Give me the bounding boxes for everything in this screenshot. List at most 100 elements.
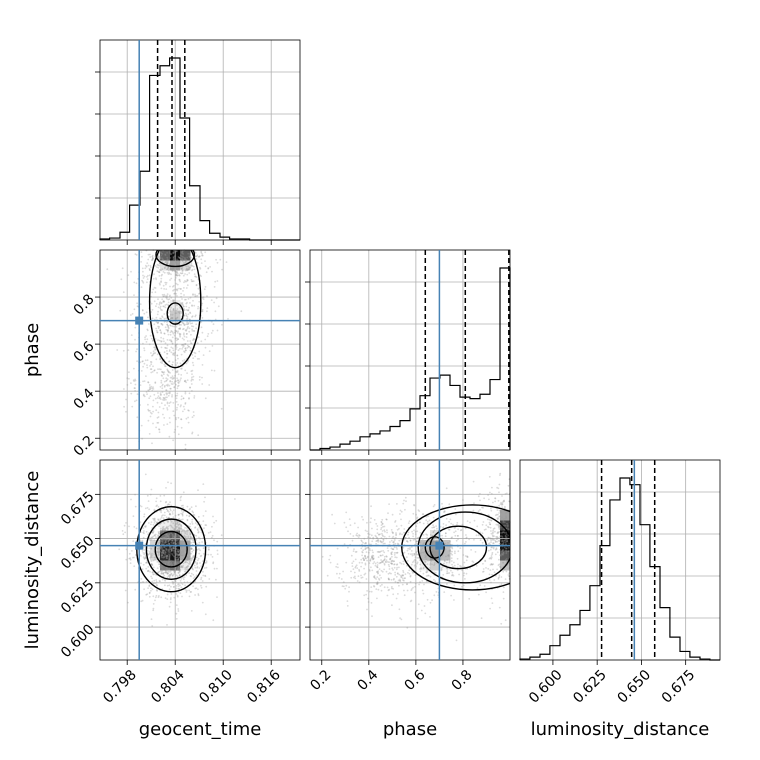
scatter-point	[368, 570, 371, 572]
scatter-point	[193, 273, 196, 275]
scatter-point	[178, 528, 181, 531]
scatter-point	[494, 497, 496, 499]
scatter-point	[176, 406, 178, 409]
scatter-point	[150, 563, 153, 566]
scatter-point	[169, 562, 172, 565]
scatter-point	[173, 354, 176, 357]
x-tick-label: 0.600	[526, 667, 566, 707]
scatter-point	[376, 571, 378, 573]
scatter-point	[187, 421, 190, 424]
scatter-point	[189, 561, 192, 564]
scatter-point	[183, 530, 186, 533]
axes-frame	[99, 39, 301, 241]
scatter-point	[176, 308, 179, 310]
scatter-point	[162, 413, 164, 416]
scatter-point	[414, 567, 417, 569]
scatter-point	[159, 518, 162, 521]
scatter-point	[168, 576, 171, 579]
scatter-point	[204, 613, 207, 616]
scatter-point	[177, 514, 180, 516]
scatter-point	[194, 527, 196, 529]
scatter-point	[195, 323, 198, 326]
density-cell	[160, 550, 171, 561]
scatter-point	[146, 329, 149, 332]
scatter-point	[192, 513, 195, 516]
scatter-point	[157, 550, 159, 553]
scatter-point	[151, 571, 154, 574]
scatter-point	[188, 595, 191, 598]
scatter-point	[457, 535, 459, 537]
scatter-point	[392, 548, 395, 551]
scatter-point	[505, 511, 508, 514]
scatter-point	[407, 571, 409, 574]
scatter-point	[166, 509, 169, 512]
scatter-point	[167, 327, 170, 330]
scatter-point	[396, 552, 399, 554]
scatter-points	[106, 249, 511, 642]
scatter-point	[167, 535, 170, 538]
scatter-point	[160, 571, 163, 573]
scatter-point	[158, 257, 160, 260]
scatter-point	[192, 280, 195, 283]
scatter-point	[183, 408, 186, 411]
scatter-point	[166, 535, 169, 538]
scatter-point	[177, 330, 180, 333]
scatter-point	[178, 256, 181, 259]
scatter-point	[393, 554, 396, 556]
scatter-point	[195, 570, 198, 572]
scatter-point	[182, 346, 184, 348]
scatter-point	[354, 575, 356, 578]
scatter-point	[350, 570, 352, 573]
scatter-point	[446, 567, 449, 570]
scatter-point	[418, 521, 421, 524]
scatter-point	[162, 305, 165, 308]
scatter-point	[418, 583, 420, 586]
scatter-point	[404, 536, 407, 539]
scatter-point	[162, 552, 165, 555]
scatter-point	[398, 573, 401, 576]
scatter-point	[153, 519, 156, 522]
scatter-point	[153, 539, 156, 541]
scatter-point	[158, 406, 161, 408]
scatter-point	[172, 331, 174, 334]
scatter-point	[132, 540, 135, 542]
scatter-point	[183, 529, 186, 532]
scatter-point	[196, 342, 199, 345]
scatter-point	[176, 551, 179, 553]
scatter-point	[165, 296, 167, 299]
scatter-point	[185, 330, 188, 332]
scatter-point	[159, 393, 162, 396]
scatter-point	[134, 387, 136, 389]
scatter-point	[169, 575, 172, 577]
scatter-point	[175, 533, 178, 536]
scatter-point	[154, 265, 157, 267]
truth-marker	[435, 541, 444, 550]
scatter-point	[176, 331, 179, 334]
scatter-point	[204, 265, 207, 268]
scatter-point	[411, 553, 414, 555]
scatter-point	[402, 560, 405, 563]
scatter-point	[205, 585, 208, 588]
scatter-point	[149, 368, 152, 370]
scatter-point	[390, 539, 393, 542]
scatter-point	[507, 550, 510, 553]
scatter-point	[186, 379, 189, 381]
scatter-point	[175, 593, 178, 595]
scatter-point	[485, 524, 488, 527]
scatter-point	[194, 526, 197, 529]
scatter-point	[381, 583, 383, 586]
scatter-point	[390, 578, 393, 581]
scatter-point	[393, 537, 396, 540]
scatter-point	[381, 561, 383, 564]
scatter-point	[374, 564, 377, 567]
scatter-point	[184, 343, 187, 345]
scatter-point	[499, 543, 502, 545]
scatter-point	[122, 291, 125, 294]
contour-level-3	[417, 511, 510, 584]
scatter-point	[193, 514, 196, 516]
scatter-point	[432, 547, 434, 550]
scatter-point	[503, 586, 505, 589]
scatter-point	[373, 585, 376, 588]
scatter-point	[190, 547, 193, 550]
scatter-point	[197, 593, 200, 595]
